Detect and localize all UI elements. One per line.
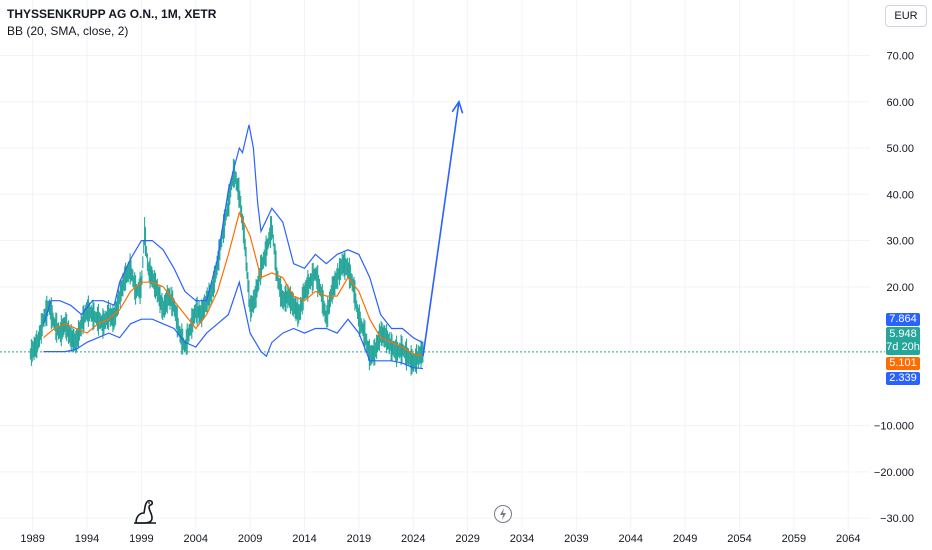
y-tick-label: 70.00 [886,51,914,63]
y-tick-label: 40.00 [886,189,914,201]
x-tick-label: 1999 [129,533,153,545]
forecast-arrow [422,99,464,357]
x-tick-label: 2034 [510,533,534,545]
arrow-head[interactable] [451,99,464,114]
y-tick-label: 60.00 [886,97,914,109]
x-tick-label: 2054 [727,533,751,545]
x-tick-label: 2019 [347,533,371,545]
x-tick-label: 2039 [564,533,588,545]
x-tick-label: 1989 [20,533,44,545]
vertical-gridlines [32,0,849,532]
time-axis: 1989 1994 1999 2004 2009 2014 2019 2024 2029 2034… [20,533,860,545]
basis-line [43,211,424,357]
x-tick-label: 2004 [184,533,208,545]
tradingview-logo-icon[interactable] [132,498,158,526]
upper-band-tag: 7.864 [886,313,920,326]
indicator-legend[interactable]: BB (20, SMA, close, 2) [7,24,129,38]
x-tick-label: 2049 [673,533,697,545]
last-price-tag: 5.948 7d 20h [886,327,920,355]
y-tick-label: −30.00 [880,513,914,525]
x-tick-label: 2059 [782,533,806,545]
x-tick-label: 2009 [238,533,262,545]
x-tick-label: 1994 [75,533,99,545]
lower-band-tag: 2.339 [886,372,920,385]
x-tick-label: 2014 [292,533,316,545]
y-tick-label: 50.00 [886,143,914,155]
y-tick-label: −20.000 [874,467,914,479]
lightning-icon[interactable] [493,504,513,524]
y-tick-label: 20.00 [886,282,914,294]
y-tick-label: −10.000 [874,421,914,433]
currency-button[interactable]: EUR [885,5,927,27]
symbol-title[interactable]: THYSSENKRUPP AG O.N., 1M, XETR [7,7,217,21]
bar-countdown: 7d 20h [886,341,920,353]
x-tick-label: 2024 [401,533,425,545]
upper-band-line [42,124,424,344]
arrow-shaft[interactable] [422,101,460,357]
x-tick-label: 2064 [836,533,860,545]
last-price-value: 5.948 [889,328,917,340]
y-tick-label: 30.00 [886,236,914,248]
price-axis: 70.00 60.00 50.00 40.00 30.00 20.00 −10.000 −20… [874,51,914,526]
x-tick-label: 2044 [619,533,643,545]
lower-band-line [43,279,424,370]
basis-tag: 5.101 [886,357,920,370]
x-tick-label: 2029 [455,533,479,545]
price-series [29,158,424,376]
